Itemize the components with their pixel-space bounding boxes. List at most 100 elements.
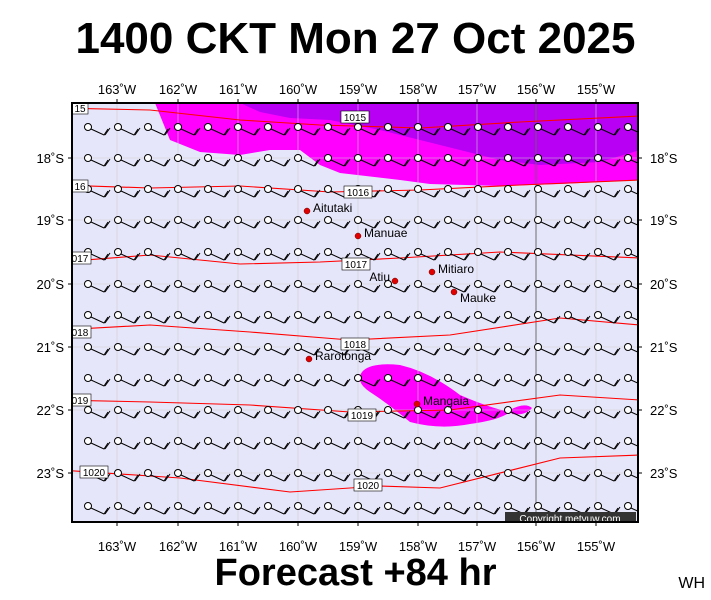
wind-station-circle bbox=[564, 185, 572, 193]
wind-barb-shaft bbox=[450, 190, 469, 198]
isobar-label-box bbox=[340, 337, 370, 351]
wind-station-circle bbox=[144, 502, 152, 510]
wind-barb-feather bbox=[224, 252, 231, 261]
lon-label-bottom: 155˚W bbox=[577, 539, 616, 554]
wind-station-circle bbox=[234, 343, 242, 351]
isobar-label-box bbox=[341, 257, 371, 271]
wind-barb bbox=[534, 469, 561, 482]
wind-barb-feather bbox=[224, 506, 231, 515]
wind-barb-feather bbox=[224, 127, 231, 136]
wind-station-circle bbox=[564, 311, 572, 319]
isobar-label: 1018 bbox=[340, 337, 370, 351]
wind-barb-feather bbox=[524, 158, 531, 167]
wind-barb-feather bbox=[344, 284, 351, 293]
wind-barb-feather bbox=[374, 506, 381, 515]
lon-label-top: 160˚W bbox=[279, 82, 318, 97]
wind-station-circle bbox=[234, 185, 242, 193]
wind-barb-feather bbox=[134, 158, 141, 167]
wind-barb bbox=[414, 437, 441, 450]
wind-station-circle bbox=[384, 469, 392, 477]
wind-barb bbox=[294, 311, 321, 324]
wind-barb bbox=[234, 437, 261, 450]
wind-barb-shaft bbox=[300, 159, 319, 167]
wind-barb bbox=[204, 343, 231, 356]
wind-barb-shaft bbox=[480, 221, 499, 229]
wind-station-circle bbox=[114, 502, 122, 510]
island-mauke: Mauke bbox=[450, 288, 496, 305]
wind-barb bbox=[384, 406, 411, 419]
wind-barb-feather bbox=[554, 315, 561, 324]
wind-barb-feather bbox=[254, 127, 261, 136]
wind-barb-shaft bbox=[630, 190, 638, 195]
wind-barb-shaft bbox=[510, 442, 529, 450]
wind-barb-feather bbox=[584, 220, 591, 229]
wind-barb-feather bbox=[134, 284, 141, 293]
wind-barb-feather bbox=[614, 158, 621, 167]
wind-barb-shaft bbox=[600, 159, 619, 167]
wind-barb bbox=[294, 469, 321, 482]
wind-barb-feather bbox=[314, 347, 321, 356]
wind-barb bbox=[474, 437, 501, 450]
wind-barb-feather bbox=[224, 441, 231, 450]
wind-barb-shaft bbox=[180, 474, 199, 482]
wind-barb bbox=[234, 280, 261, 293]
wind-station-circle bbox=[114, 216, 122, 224]
wind-barb-feather bbox=[584, 410, 591, 419]
wind-station-circle bbox=[324, 280, 332, 288]
wind-barb-feather bbox=[554, 189, 561, 198]
wind-station-circle bbox=[114, 343, 122, 351]
wind-barb-shaft bbox=[480, 474, 499, 482]
wind-station-circle bbox=[264, 343, 272, 351]
wind-barb bbox=[204, 123, 231, 136]
wind-barb-feather bbox=[464, 410, 471, 419]
wind-barb-feather bbox=[404, 158, 411, 167]
wind-station-circle bbox=[444, 185, 452, 193]
wind-barb-feather bbox=[164, 127, 171, 136]
wind-station-circle bbox=[354, 374, 362, 382]
wind-station-circle bbox=[474, 248, 482, 256]
wind-station-circle bbox=[174, 216, 182, 224]
wind-barb-feather bbox=[584, 284, 591, 293]
wind-station-circle bbox=[114, 185, 122, 193]
wind-barb-feather bbox=[254, 220, 261, 229]
wind-station-circle bbox=[144, 437, 152, 445]
wind-barb-feather bbox=[134, 127, 141, 136]
wind-barb-feather bbox=[494, 284, 501, 293]
wind-station-circle bbox=[564, 469, 572, 477]
wind-barb-feather bbox=[464, 158, 471, 167]
wind-barb-feather bbox=[554, 252, 561, 261]
lat-label-left: 23˚S bbox=[37, 466, 65, 481]
wind-barb-shaft bbox=[570, 474, 589, 482]
wind-barb bbox=[84, 343, 111, 356]
wind-barb-feather bbox=[164, 252, 171, 261]
lon-label-bottom: 156˚W bbox=[517, 539, 556, 554]
wind-barb bbox=[324, 311, 351, 324]
wind-station-circle bbox=[504, 469, 512, 477]
island-marker bbox=[391, 277, 399, 285]
wind-station-circle bbox=[144, 123, 152, 131]
wind-barb bbox=[144, 154, 171, 167]
wind-barb-shaft bbox=[360, 507, 379, 515]
wind-station-circle bbox=[534, 280, 542, 288]
wind-barb bbox=[414, 216, 441, 229]
wind-barb-feather bbox=[134, 410, 141, 419]
wind-station-circle bbox=[294, 280, 302, 288]
wind-barb-feather bbox=[645, 190, 650, 197]
wind-barb-feather bbox=[224, 378, 231, 387]
wind-barb bbox=[414, 248, 441, 261]
wind-station-circle bbox=[564, 216, 572, 224]
wind-barb-feather bbox=[584, 127, 591, 136]
wind-barb bbox=[204, 311, 231, 324]
wind-barb-shaft bbox=[510, 253, 529, 261]
wind-barb bbox=[564, 311, 591, 324]
wind-barb-shaft bbox=[480, 253, 499, 261]
wind-station-circle bbox=[594, 154, 602, 162]
wind-barb bbox=[174, 406, 201, 419]
wind-barb-shaft bbox=[600, 253, 619, 261]
author-initials: WH bbox=[678, 575, 705, 592]
wind-station-circle bbox=[624, 502, 632, 510]
wind-barb-feather bbox=[194, 378, 201, 387]
wind-station-circle bbox=[144, 469, 152, 477]
wind-barb-shaft bbox=[120, 507, 139, 515]
wind-barb bbox=[444, 311, 471, 324]
